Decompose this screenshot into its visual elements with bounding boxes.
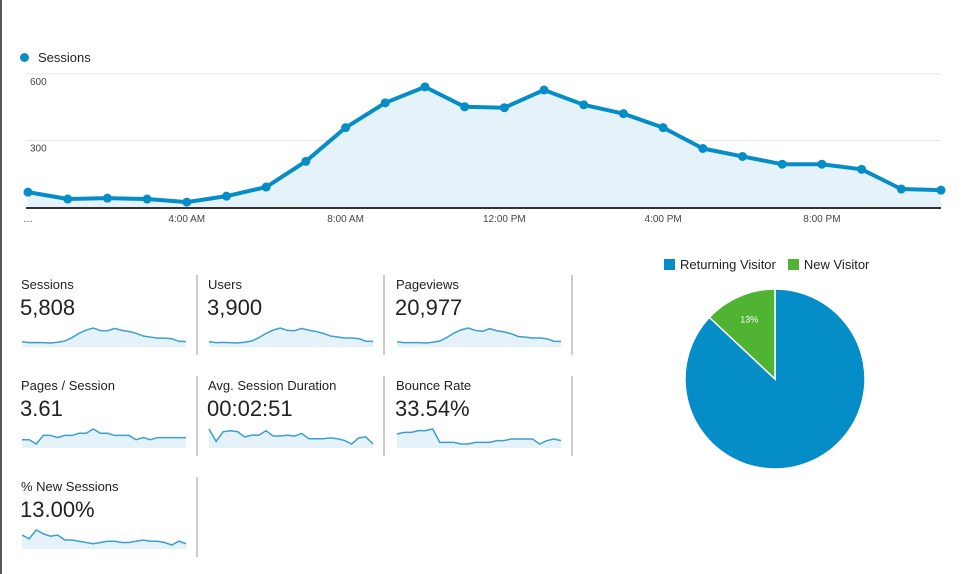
metric-label: Pageviews	[396, 277, 459, 292]
data-point	[658, 123, 668, 133]
data-point	[738, 151, 748, 161]
sparkline	[208, 327, 374, 347]
sparkline-fill	[22, 328, 186, 347]
metric-label: Users	[208, 277, 242, 292]
metric-value: 5,808	[20, 295, 76, 320]
area-fill	[28, 86, 941, 207]
sparkline	[396, 327, 562, 347]
x-tick-label: 8:00 PM	[803, 214, 840, 225]
data-point	[221, 191, 231, 201]
metric-value: 3.61	[20, 396, 63, 421]
metric-value: 33.54%	[395, 396, 470, 421]
metric-value: 20,977	[395, 295, 463, 320]
pie-slice-label: 13%	[740, 315, 758, 325]
legend-new-visitor[interactable]: New Visitor	[787, 257, 870, 272]
sparkline-line	[208, 428, 374, 445]
data-point	[698, 143, 708, 153]
pie-slice-new-visitor	[708, 288, 776, 381]
x-tick-label: 12:00 PM	[483, 214, 526, 225]
sparkline-line	[396, 428, 562, 445]
sparkline-fill	[209, 429, 373, 448]
data-point	[182, 197, 192, 207]
data-point	[857, 164, 867, 174]
metric-label: Sessions	[21, 277, 74, 292]
data-point	[23, 187, 33, 197]
sessions-line	[27, 84, 942, 205]
sparkline	[208, 428, 374, 448]
x-tick-label: 8:00 AM	[327, 214, 364, 225]
metric-users[interactable]: Users 3,900	[207, 275, 385, 355]
sparkline	[396, 428, 562, 448]
metric-label: Avg. Session Duration	[208, 378, 337, 393]
chart-legend[interactable]: Sessions	[20, 50, 91, 65]
new-visitor-label: New Visitor	[803, 257, 870, 272]
sessions-legend-label: Sessions	[38, 50, 91, 65]
metric-pageviews[interactable]: Pageviews 20,977	[395, 275, 573, 355]
metric-bounce-rate[interactable]: Bounce Rate 33.54%	[395, 376, 573, 456]
x-tick-label: 4:00 AM	[168, 214, 205, 225]
data-point	[579, 100, 589, 110]
returning-visitor-swatch	[664, 259, 675, 270]
metric-label: Pages / Session	[21, 378, 115, 393]
metric-label: % New Sessions	[21, 479, 119, 494]
data-point	[261, 182, 271, 192]
metric-label: Bounce Rate	[396, 378, 472, 393]
metric-value: 3,900	[207, 295, 263, 320]
data-point	[341, 123, 351, 133]
visitor-type-pie-chart[interactable]: 87%13%	[680, 285, 870, 475]
legend-returning-visitor[interactable]: Returning Visitor	[664, 257, 776, 272]
metric-value: 13.00%	[20, 497, 95, 522]
data-point	[817, 159, 827, 169]
y-tick-label: 600	[30, 77, 47, 88]
returning-visitor-label: Returning Visitor	[680, 257, 776, 272]
data-point	[460, 102, 470, 112]
sparkline	[22, 428, 186, 448]
data-point	[380, 98, 390, 108]
data-point	[539, 85, 549, 95]
metric-avg-session-duration[interactable]: Avg. Session Duration 00:02:51	[207, 376, 385, 456]
x-tick-label: 4:00 PM	[645, 214, 682, 225]
sparkline-fill	[22, 530, 186, 549]
sparkline	[21, 327, 187, 347]
sparkline-line	[21, 327, 187, 344]
data-point	[499, 103, 509, 113]
data-point	[618, 109, 628, 119]
sparkline	[21, 529, 187, 549]
y-tick-label: 300	[30, 144, 47, 155]
sparkline-fill	[209, 328, 373, 347]
data-point	[936, 185, 946, 195]
window-border	[0, 0, 2, 574]
data-point	[896, 184, 906, 194]
metric-new-sessions[interactable]: % New Sessions 13.00%	[20, 477, 198, 557]
sparkline-line	[396, 327, 562, 344]
data-point	[63, 194, 73, 204]
sparkline-fill	[22, 429, 186, 448]
sparkline-fill	[397, 429, 561, 448]
pie-legend: Returning Visitor New Visitor	[664, 257, 869, 272]
data-point	[301, 156, 311, 166]
data-point	[142, 194, 152, 204]
sparkline-fill	[397, 328, 561, 347]
sparkline-line	[22, 428, 186, 445]
sparkline-line	[208, 327, 374, 344]
sessions-line-chart[interactable]: 300 600 … 4:00 AM 8:00 AM 12:00 PM 4:00 PM 8:00…	[0, 60, 979, 230]
metric-value: 00:02:51	[207, 396, 293, 421]
data-point	[777, 159, 787, 169]
data-point	[420, 82, 430, 92]
metric-sessions[interactable]: Sessions 5,808	[20, 275, 198, 355]
new-visitor-swatch	[787, 259, 799, 270]
sparkline-line	[21, 529, 187, 546]
metric-pages-session[interactable]: Pages / Session 3.61	[20, 376, 198, 456]
x-tick-label: …	[23, 214, 33, 225]
sessions-legend-dot	[20, 53, 29, 62]
data-point	[102, 193, 112, 203]
